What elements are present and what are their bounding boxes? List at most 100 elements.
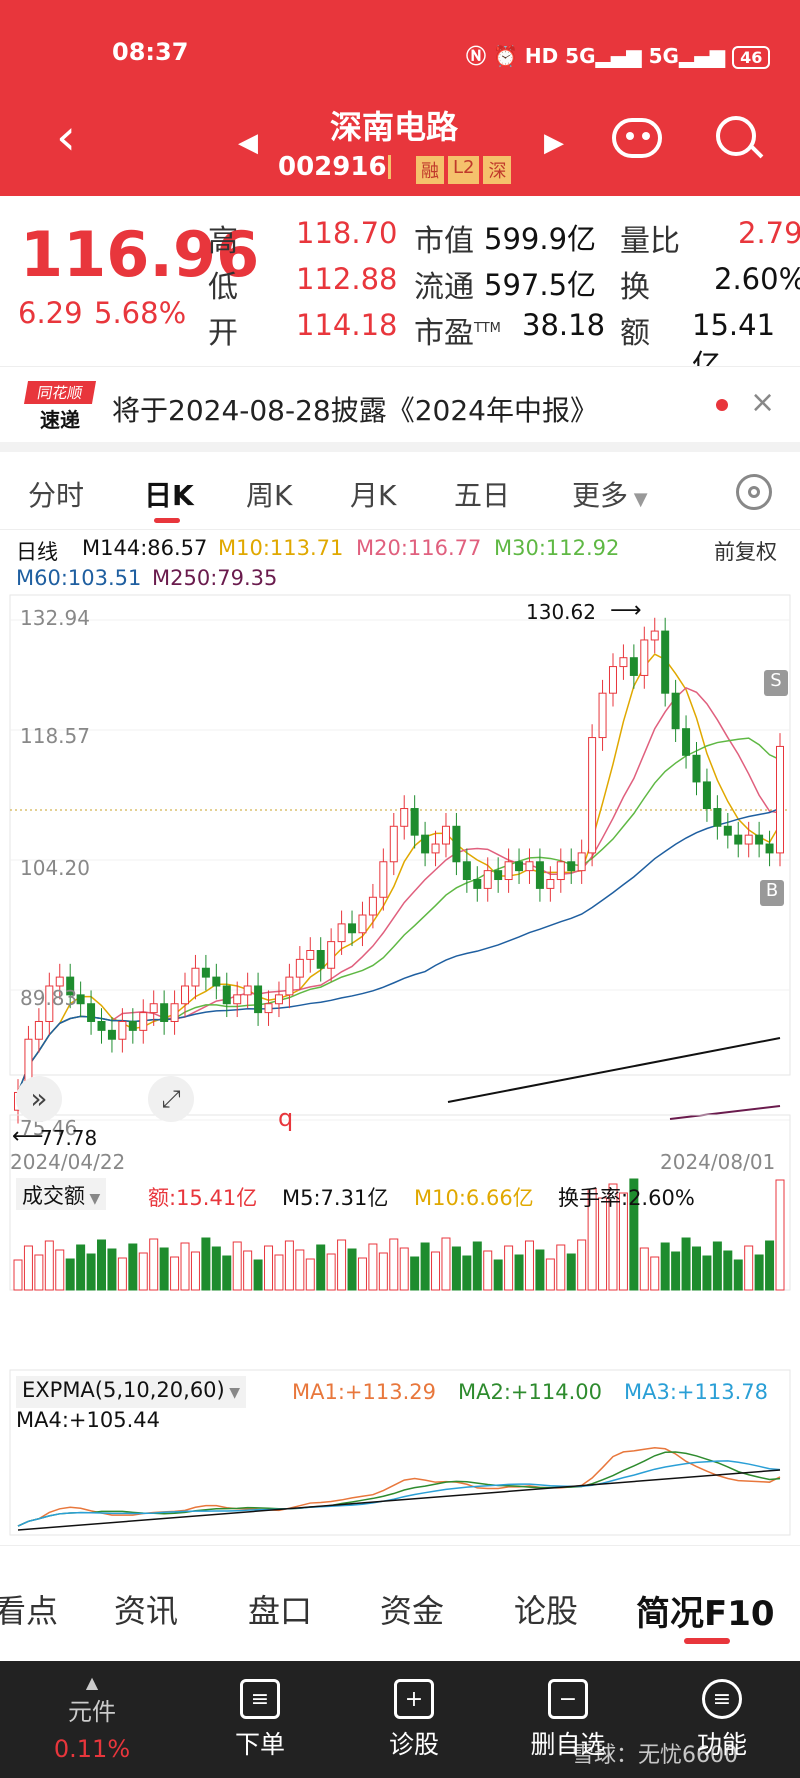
tab-monthly-k[interactable]: 月K: [350, 479, 397, 512]
stock-code: 002916: [278, 152, 387, 182]
expand-chart-icon[interactable]: »: [16, 1076, 62, 1122]
candle-body: [222, 985, 231, 1005]
badge-sz: 深: [483, 156, 512, 184]
candle-body: [598, 692, 607, 739]
info-subtabs: 看点 资讯 盘口 资金 论股 简况F10: [0, 1545, 800, 1661]
subtab-news[interactable]: 资讯: [114, 1592, 179, 1630]
diagnose-button[interactable]: + 诊股: [354, 1679, 474, 1761]
prev-stock-icon[interactable]: ◀: [238, 128, 258, 158]
candle-body: [702, 781, 711, 810]
buy-marker[interactable]: B: [760, 880, 784, 906]
settings-gear-icon[interactable]: [736, 474, 772, 510]
tab-five-day[interactable]: 五日: [454, 479, 511, 512]
candle-body: [139, 1012, 148, 1031]
tab-weekly-k[interactable]: 周K: [246, 479, 293, 512]
tab-daily-k[interactable]: 日K: [144, 479, 194, 512]
q-mark: q: [278, 1104, 294, 1132]
turnover-value: 2.60%: [714, 262, 800, 296]
candle-body: [295, 958, 304, 978]
search-icon[interactable]: [716, 116, 756, 156]
remove-watchlist-button[interactable]: − 删自选: [508, 1679, 628, 1761]
volume-bar: [316, 1244, 326, 1291]
high-mark-arrow: ⟶: [610, 598, 642, 623]
candle-body: [87, 1003, 96, 1022]
volume-bar: [264, 1245, 274, 1291]
candle-body: [66, 976, 75, 996]
subtab-discussion[interactable]: 论股: [514, 1592, 579, 1630]
badge-margin: 融: [416, 156, 444, 184]
pe-value: 38.18: [522, 308, 606, 342]
y-tick-2: 118.57: [20, 724, 90, 748]
volume-bar: [149, 1238, 159, 1291]
close-icon[interactable]: ×: [750, 385, 776, 420]
subtab-highlights[interactable]: 看点: [0, 1592, 59, 1630]
volume-bar: [577, 1239, 587, 1291]
nfc-icon: Ⓝ: [466, 44, 486, 68]
candle-body: [473, 879, 482, 889]
price-change-pct: 5.68%: [94, 296, 187, 330]
volume-bar: [86, 1253, 96, 1291]
kline-chart-area[interactable]: 日线 M144:86.57 M10:113.71 M20:116.77 M30:…: [0, 530, 800, 1545]
related-sector-button[interactable]: ▲ 元件 0.11%: [32, 1673, 152, 1763]
subtab-f10[interactable]: 简况F10: [636, 1594, 775, 1634]
volume-bar: [754, 1254, 764, 1291]
diagnose-icon: +: [394, 1679, 434, 1719]
back-icon[interactable]: ‹: [56, 108, 76, 166]
high-mark-label: 130.62: [526, 600, 596, 624]
signal2-icon: 5G: [648, 44, 679, 68]
volume-bar: [504, 1245, 514, 1291]
indicator-m20: M20:116.77: [356, 536, 482, 560]
volume-bar: [420, 1242, 430, 1291]
volume-bar: [524, 1240, 534, 1291]
tab-more[interactable]: 更多 ▼: [572, 479, 648, 512]
chevron-down-icon: ▼: [224, 1385, 240, 1401]
volume-bar: [545, 1258, 555, 1291]
volume-bar: [493, 1259, 503, 1291]
candle-body: [723, 825, 732, 836]
status-icons: Ⓝ ⏰ HD 5G▂▄▆ 5G▂▄▆ 46: [466, 40, 771, 69]
subtab-capital[interactable]: 资金: [380, 1592, 445, 1630]
volume-bar: [347, 1248, 357, 1291]
battery-icon: 46: [732, 46, 771, 69]
sell-marker[interactable]: S: [764, 670, 788, 696]
amount-label: 额: [620, 316, 650, 351]
volume-bars: [13, 1178, 785, 1291]
volume-bar: [190, 1251, 200, 1291]
volume-bar: [691, 1246, 701, 1291]
candle-body: [452, 825, 461, 863]
functions-button[interactable]: ≡ 功能: [662, 1679, 782, 1761]
grid: [10, 619, 790, 1121]
fullscreen-icon[interactable]: ⤢: [148, 1076, 194, 1122]
candle-body: [776, 745, 784, 854]
candle-body: [128, 1020, 137, 1031]
candle-body: [400, 808, 409, 827]
volume-bar: [305, 1258, 315, 1291]
assistant-robot-icon[interactable]: [612, 118, 662, 158]
candle-body: [765, 843, 774, 854]
vol-m5: M5:7.31亿: [282, 1186, 389, 1210]
low-value: 112.88: [296, 262, 398, 296]
volume-bar: [201, 1237, 211, 1291]
tab-intraday[interactable]: 分时: [28, 479, 85, 512]
candle-body: [671, 692, 680, 730]
x-end-date: 2024/08/01: [660, 1150, 776, 1174]
volume-bar: [243, 1250, 253, 1291]
adjust-mode[interactable]: 前复权: [714, 540, 777, 564]
candle-body: [55, 976, 64, 987]
subtab-orderbook[interactable]: 盘口: [248, 1592, 313, 1630]
candle-body: [556, 861, 565, 881]
indicator-m144: M144:86.57: [82, 536, 208, 560]
volume-indicator-select[interactable]: 成交额 ▼: [16, 1178, 107, 1210]
volume-bar: [357, 1257, 367, 1291]
candle-body: [462, 861, 471, 881]
candle-body: [170, 1003, 179, 1022]
expma-indicator-select[interactable]: EXPMA(5,10,20,60) ▼: [16, 1376, 246, 1408]
order-button[interactable]: ≡ 下单: [200, 1679, 320, 1761]
notice-banner[interactable]: 同花顺 速递 将于2024-08-28披露《2024年中报》 ×: [0, 366, 800, 452]
volume-bar: [44, 1240, 54, 1291]
volume-bar: [462, 1255, 472, 1291]
expma-line: [17, 1460, 781, 1527]
candle-body: [515, 861, 524, 872]
volume-bar: [608, 1183, 618, 1291]
next-stock-icon[interactable]: ▶: [544, 128, 564, 158]
